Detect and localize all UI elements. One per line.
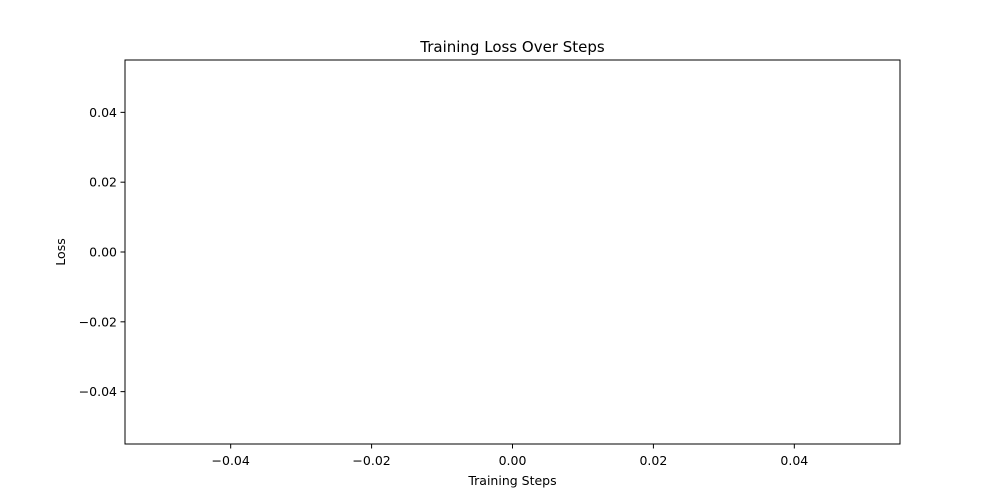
y-tick-label: 0.04 bbox=[89, 105, 117, 120]
chart-title: Training Loss Over Steps bbox=[419, 38, 605, 56]
y-axis-label: Loss bbox=[53, 238, 68, 265]
x-axis-ticks: −0.04 −0.02 0.00 0.02 0.04 bbox=[212, 444, 808, 468]
y-tick-label: −0.02 bbox=[79, 314, 117, 329]
y-axis-ticks: −0.04 −0.02 0.00 0.02 0.04 bbox=[79, 105, 125, 399]
x-tick-label: 0.00 bbox=[499, 453, 527, 468]
x-axis-label: Training Steps bbox=[467, 473, 556, 488]
x-tick-label: −0.02 bbox=[352, 453, 390, 468]
x-tick-label: −0.04 bbox=[212, 453, 250, 468]
y-tick-label: −0.04 bbox=[79, 384, 117, 399]
x-tick-label: 0.04 bbox=[780, 453, 808, 468]
y-tick-label: 0.00 bbox=[89, 245, 117, 260]
y-tick-label: 0.02 bbox=[89, 175, 117, 190]
x-tick-label: 0.02 bbox=[639, 453, 667, 468]
